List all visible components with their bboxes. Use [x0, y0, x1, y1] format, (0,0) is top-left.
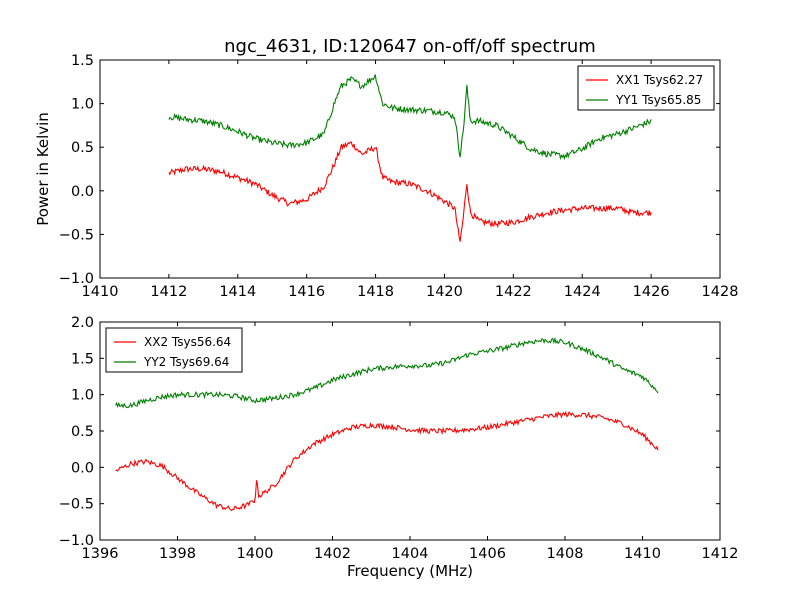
- top-x-tick-label: 1426: [633, 284, 670, 300]
- bottom-x-tick-label: 1406: [469, 546, 506, 562]
- top-x-tick-label: 1428: [702, 284, 739, 300]
- top-series-line-1: [168, 141, 652, 242]
- top-y-tick-label: 1.5: [71, 53, 94, 69]
- bottom-series-line-1: [115, 410, 659, 512]
- top-axes-frame: [99, 59, 721, 279]
- bottom-series-layer: [115, 336, 659, 512]
- bottom-subplot: 1396 1398 1400 1402 1404 1406 1408 1410 1412 −1.0…: [59, 315, 739, 562]
- bottom-series-line-2: [115, 336, 659, 409]
- top-x-tick-label: 1420: [426, 284, 463, 300]
- top-series-layer: [168, 74, 652, 242]
- top-x-tick-label: 1422: [495, 284, 532, 300]
- top-y-tick-label: 0.0: [71, 184, 94, 200]
- top-series-line-2: [168, 74, 652, 161]
- bottom-y-tick-label: 2.0: [71, 315, 94, 331]
- bottom-legend-label-1: XX2 Tsys56.64: [144, 335, 231, 349]
- top-x-tick-label: 1416: [288, 284, 325, 300]
- top-subplot: 1410 1412 1414 1416 1418 1420 1422 1424 1426 1428…: [59, 53, 739, 300]
- top-y-tick-label: 0.5: [71, 140, 94, 156]
- x-axis-label: Frequency (MHz): [347, 562, 473, 580]
- top-x-tick-label: 1418: [357, 284, 394, 300]
- bottom-x-tick-label: 1410: [624, 546, 661, 562]
- top-tick-layer: 1410 1412 1414 1416 1418 1420 1422 1424 1426 1428…: [59, 53, 739, 300]
- top-x-tick-label: 1410: [82, 284, 119, 300]
- top-legend-label-1: XX1 Tsys62.27: [616, 73, 703, 87]
- bottom-x-tick-label: 1400: [237, 546, 274, 562]
- bottom-y-tick-label: −1.0: [59, 533, 94, 549]
- bottom-y-tick-label: 1.5: [71, 351, 94, 367]
- bottom-y-tick-label: 0.0: [71, 460, 94, 476]
- bottom-x-tick-label: 1402: [314, 546, 351, 562]
- top-y-tick-label: 1.0: [71, 97, 94, 113]
- top-legend-box: [577, 65, 715, 111]
- y-axis-label: Power in Kelvin: [34, 112, 52, 226]
- bottom-x-tick-label: 1398: [159, 546, 196, 562]
- top-x-tick-label: 1424: [564, 284, 601, 300]
- bottom-legend-label-2: YY2 Tsys69.64: [143, 355, 229, 369]
- top-x-tick-label: 1412: [150, 284, 187, 300]
- bottom-y-tick-label: 1.0: [71, 388, 94, 404]
- top-x-tick-label: 1414: [219, 284, 256, 300]
- bottom-y-tick-label: 0.5: [71, 424, 94, 440]
- bottom-x-tick-label: 1408: [547, 546, 584, 562]
- top-legend-label-2: YY1 Tsys65.85: [615, 93, 701, 107]
- bottom-y-tick-label: −0.5: [59, 497, 94, 513]
- bottom-axes-frame: [99, 321, 721, 541]
- figure-title: ngc_4631, ID:120647 on-off/off spectrum: [224, 36, 596, 57]
- top-legend: XX1 Tsys62.27 YY1 Tsys65.85: [577, 65, 715, 111]
- bottom-x-tick-label: 1396: [82, 546, 119, 562]
- bottom-legend: XX2 Tsys56.64 YY2 Tsys69.64: [105, 327, 243, 373]
- bottom-tick-layer: 1396 1398 1400 1402 1404 1406 1408 1410 1412 −1.0…: [59, 315, 739, 562]
- top-y-tick-label: −0.5: [59, 227, 94, 243]
- bottom-legend-box: [105, 327, 243, 373]
- bottom-x-tick-label: 1412: [702, 546, 739, 562]
- bottom-x-tick-label: 1404: [392, 546, 429, 562]
- top-y-tick-label: −1.0: [59, 271, 94, 287]
